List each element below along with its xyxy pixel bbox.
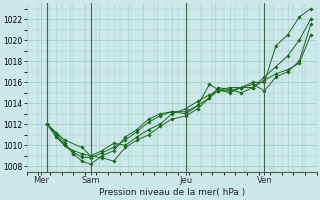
X-axis label: Pression niveau de la mer( hPa ): Pression niveau de la mer( hPa ) — [99, 188, 245, 197]
